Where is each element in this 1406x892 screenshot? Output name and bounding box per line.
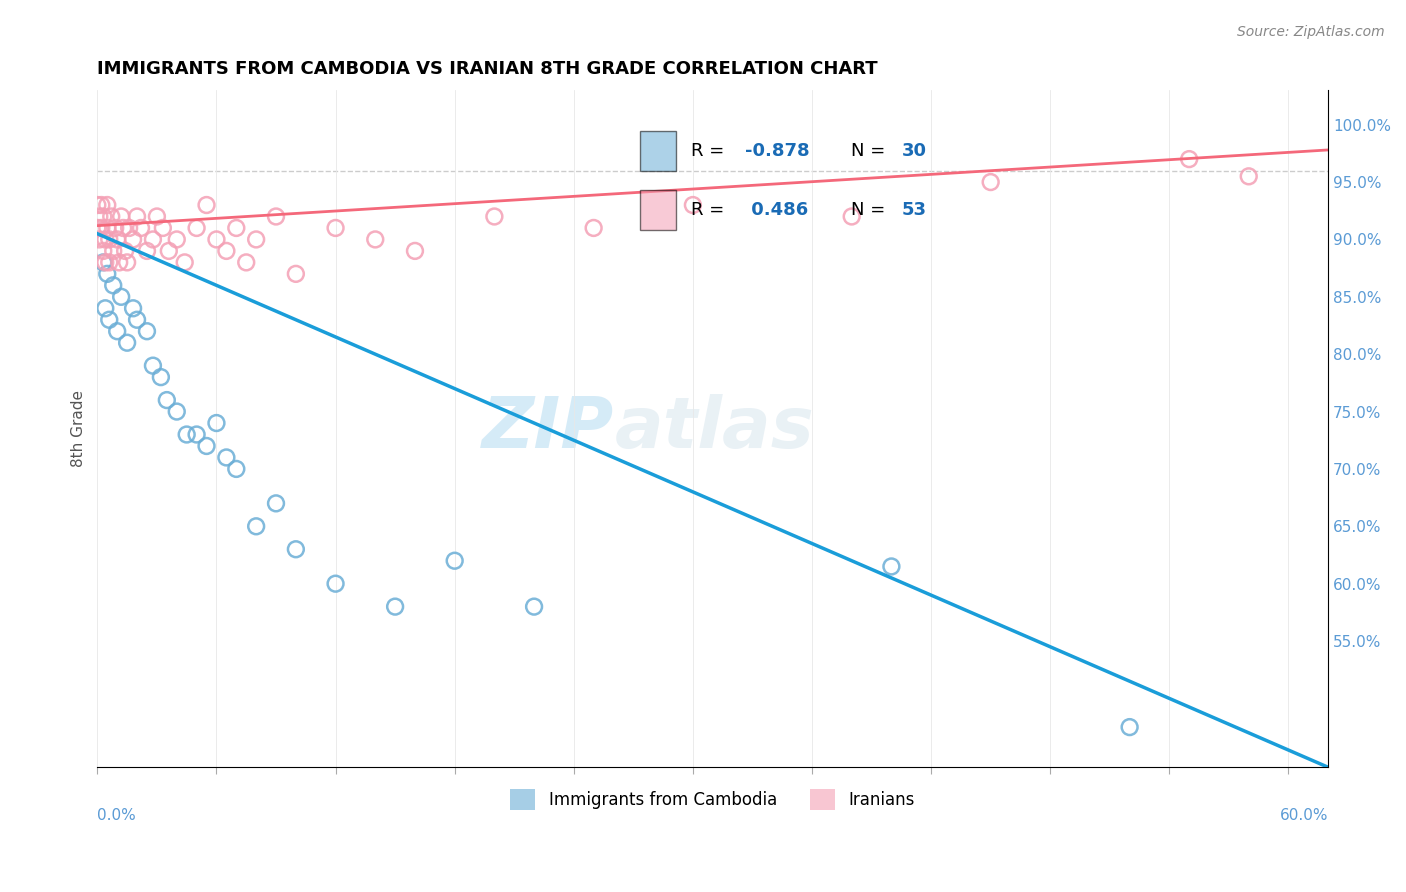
Point xyxy=(98,255,121,269)
Point xyxy=(122,301,145,316)
Point xyxy=(100,210,122,224)
Point xyxy=(880,559,903,574)
Point xyxy=(225,462,247,476)
Point xyxy=(86,221,108,235)
Point xyxy=(115,335,138,350)
Point xyxy=(1237,169,1260,184)
Point xyxy=(114,244,136,258)
Point xyxy=(264,210,287,224)
Point xyxy=(215,450,238,465)
Point xyxy=(325,576,347,591)
Point xyxy=(195,198,218,212)
Point xyxy=(166,404,188,418)
Point xyxy=(90,221,112,235)
Point xyxy=(96,221,118,235)
Point xyxy=(103,244,125,258)
Point xyxy=(186,221,208,235)
Point xyxy=(284,267,307,281)
Point xyxy=(215,244,238,258)
Text: IMMIGRANTS FROM CAMBODIA VS IRANIAN 8TH GRADE CORRELATION CHART: IMMIGRANTS FROM CAMBODIA VS IRANIAN 8TH … xyxy=(97,60,877,78)
Text: 0.0%: 0.0% xyxy=(97,808,136,823)
Point xyxy=(96,267,118,281)
Point xyxy=(94,232,117,246)
Point xyxy=(156,393,179,408)
Point xyxy=(136,244,159,258)
Point xyxy=(104,221,127,235)
Text: atlas: atlas xyxy=(614,394,814,463)
Point xyxy=(98,232,121,246)
Point xyxy=(142,232,165,246)
Point xyxy=(125,210,148,224)
Y-axis label: 8th Grade: 8th Grade xyxy=(72,391,86,467)
Point xyxy=(98,312,121,326)
Point xyxy=(404,244,426,258)
Point xyxy=(105,324,128,338)
Point xyxy=(149,370,172,384)
Point xyxy=(841,210,863,224)
Point xyxy=(91,244,114,258)
Point xyxy=(105,232,128,246)
Point xyxy=(245,232,267,246)
Point xyxy=(443,554,465,568)
Point xyxy=(384,599,406,614)
Point xyxy=(86,198,108,212)
Point xyxy=(523,599,546,614)
Point xyxy=(980,175,1002,189)
Point xyxy=(146,210,169,224)
Point xyxy=(235,255,257,269)
Point xyxy=(125,312,148,326)
Legend: Immigrants from Cambodia, Iranians: Immigrants from Cambodia, Iranians xyxy=(503,783,922,816)
Text: Source: ZipAtlas.com: Source: ZipAtlas.com xyxy=(1237,25,1385,39)
Point xyxy=(284,542,307,557)
Point xyxy=(112,221,135,235)
Point xyxy=(94,255,117,269)
Point xyxy=(582,221,605,235)
Point xyxy=(110,290,132,304)
Point xyxy=(136,324,159,338)
Point xyxy=(1178,152,1201,166)
Point xyxy=(142,359,165,373)
Point xyxy=(91,210,114,224)
Point xyxy=(166,232,188,246)
Point xyxy=(186,427,208,442)
Point xyxy=(89,232,111,246)
Text: ZIP: ZIP xyxy=(482,394,614,463)
Text: 60.0%: 60.0% xyxy=(1279,808,1329,823)
Point xyxy=(152,221,174,235)
Point xyxy=(225,221,247,235)
Point xyxy=(96,198,118,212)
Point xyxy=(245,519,267,533)
Point xyxy=(129,221,152,235)
Point xyxy=(110,210,132,224)
Point xyxy=(205,232,228,246)
Point xyxy=(157,244,180,258)
Point xyxy=(94,301,117,316)
Point xyxy=(103,278,125,293)
Point xyxy=(89,210,111,224)
Point xyxy=(176,427,198,442)
Point xyxy=(195,439,218,453)
Point xyxy=(264,496,287,510)
Point xyxy=(90,198,112,212)
Point xyxy=(118,221,141,235)
Point xyxy=(364,232,387,246)
Point xyxy=(484,210,506,224)
Point xyxy=(325,221,347,235)
Point xyxy=(122,232,145,246)
Point xyxy=(1118,720,1140,734)
Point xyxy=(173,255,195,269)
Point xyxy=(682,198,704,212)
Point xyxy=(115,255,138,269)
Point xyxy=(205,416,228,430)
Point xyxy=(91,255,114,269)
Point xyxy=(108,255,131,269)
